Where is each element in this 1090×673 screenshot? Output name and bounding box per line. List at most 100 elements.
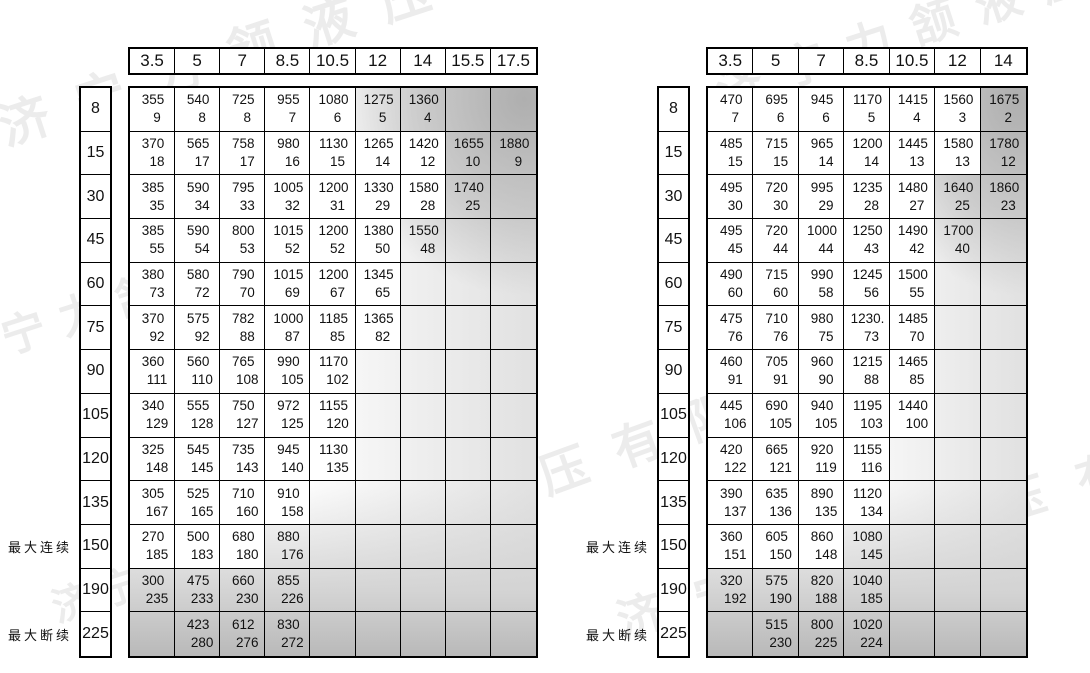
row-header: 60	[659, 262, 688, 307]
table-cell-empty	[889, 524, 936, 569]
table-cell-empty	[980, 525, 1026, 569]
table-cell: 750 127	[220, 393, 266, 438]
table-cell: 560 110	[175, 350, 221, 394]
table-cell: 720 30	[753, 175, 799, 220]
table-cell-empty	[889, 437, 936, 482]
table-cell: 1170 5	[844, 88, 890, 132]
table-cell-empty	[355, 481, 401, 525]
column-header: 7	[220, 49, 266, 73]
table-cell: 635 136	[753, 481, 799, 525]
column-header: 10.5	[889, 49, 936, 73]
table-cell: 1080 145	[844, 524, 890, 569]
table-cell-empty	[889, 481, 936, 525]
table-cell-empty	[400, 568, 446, 613]
table-cell: 1215 88	[844, 350, 890, 394]
table-cell: 790 70	[220, 262, 266, 307]
table-cell: 690 105	[753, 393, 799, 438]
table-cell-empty	[980, 394, 1026, 438]
table-cell: 680 180	[220, 524, 266, 569]
column-header: 12	[935, 49, 981, 73]
table-cell: 1445 13	[889, 131, 936, 176]
table-cell: 995 29	[798, 175, 845, 220]
table-cell-empty	[935, 306, 981, 351]
column-header: 5	[175, 49, 221, 73]
table-cell: 1000 87	[265, 306, 311, 351]
table-cell-empty	[935, 612, 981, 656]
table-cell: 545 145	[175, 437, 221, 482]
table-cell-empty	[445, 306, 491, 351]
table-cell-empty	[980, 219, 1026, 263]
column-header: 17.5	[490, 49, 536, 73]
row-header: 225	[81, 612, 110, 656]
table-cell: 1560 3	[935, 88, 981, 132]
left-table-row-headers: 8 15 30 45 60 75 90 105 120 135 150 190 225	[79, 86, 112, 658]
table-cell-empty	[400, 524, 446, 569]
table-cell-empty	[935, 524, 981, 569]
table-cell-empty	[490, 219, 536, 263]
row-header: 150	[659, 524, 688, 569]
table-cell-empty	[935, 350, 981, 394]
row-header: 225	[659, 612, 688, 656]
table-cell-empty	[400, 306, 446, 351]
table-cell: 1155 116	[844, 437, 890, 482]
table-cell-empty	[446, 612, 491, 656]
column-header: 3.5	[130, 49, 176, 73]
table-cell-empty	[490, 438, 536, 482]
table-cell: 1195 103	[844, 393, 890, 438]
column-header: 10.5	[310, 49, 356, 73]
table-cell: 1015 69	[265, 262, 311, 307]
row-header: 8	[81, 88, 110, 132]
row-header: 45	[659, 219, 688, 263]
row-header: 8	[659, 88, 688, 132]
table-cell: 515 230	[753, 612, 799, 656]
row-header: 135	[81, 481, 110, 525]
row-header: 105	[659, 393, 688, 438]
table-cell: 920 119	[798, 437, 845, 482]
table-cell-empty	[889, 568, 936, 613]
table-cell: 390 137	[708, 481, 754, 525]
table-cell: 782 88	[220, 306, 266, 351]
table-cell-empty	[355, 350, 401, 394]
table-cell-empty	[310, 568, 356, 613]
table-cell: 385 55	[130, 219, 176, 263]
table-cell-empty	[400, 481, 446, 525]
row-header: 60	[81, 262, 110, 307]
table-cell: 720 44	[753, 219, 799, 263]
table-cell: 665 121	[753, 437, 799, 482]
table-cell-empty	[490, 306, 536, 351]
table-cell-empty	[355, 393, 401, 438]
table-cell: 945 140	[265, 437, 311, 482]
table-cell: 485 15	[708, 131, 754, 176]
table-cell-empty	[935, 481, 981, 525]
row-header: 120	[659, 437, 688, 482]
table-cell-empty	[401, 612, 446, 656]
table-cell: 470 7	[708, 88, 754, 132]
table-cell: 1265 14	[355, 131, 401, 176]
table-cell: 945 6	[798, 88, 845, 132]
table-cell: 490 60	[708, 262, 754, 307]
table-cell-empty	[310, 612, 356, 656]
right-table-column-headers: 3.5 5 7 8.5 10.5 12 14	[706, 47, 1028, 75]
table-cell: 1200 67	[310, 262, 356, 307]
table-cell: 1040 185	[844, 568, 890, 613]
table-cell: 270 185	[130, 524, 176, 569]
table-cell-empty	[490, 394, 536, 438]
table-cell: 715 60	[753, 262, 799, 307]
table-cell-empty	[355, 437, 401, 482]
table-cell: 705 91	[753, 350, 799, 394]
table-cell: 960 90	[798, 350, 845, 394]
table-cell: 1345 65	[355, 262, 401, 307]
table-cell: 380 73	[130, 262, 176, 307]
row-header: 15	[81, 131, 110, 176]
row-annotation: 最大连续	[585, 540, 650, 555]
table-cell: 1465 85	[889, 350, 936, 394]
table-cell: 1245 56	[844, 262, 890, 307]
table-cell: 855 226	[265, 568, 311, 613]
table-cell: 360 111	[130, 350, 176, 394]
table-cell: 735 143	[220, 437, 266, 482]
table-cell-empty	[445, 262, 491, 307]
table-cell: 1580 28	[400, 175, 446, 220]
table-cell: 880 176	[265, 524, 311, 569]
table-cell: 475 233	[175, 568, 221, 613]
